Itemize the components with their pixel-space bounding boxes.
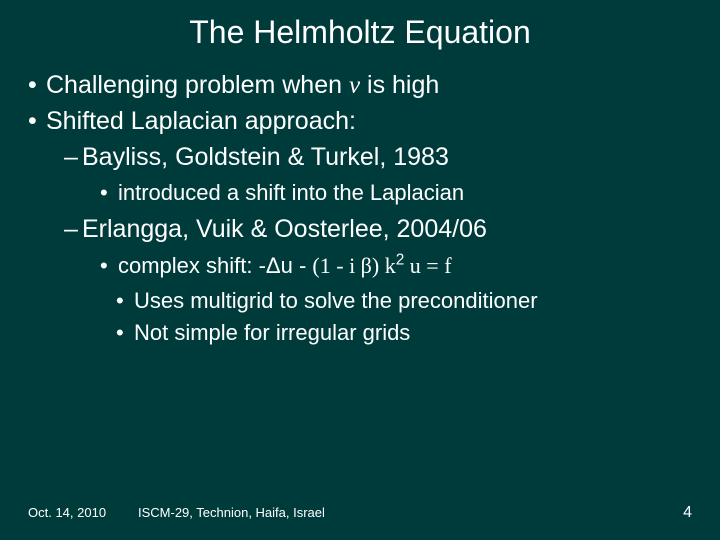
dash-icon: – bbox=[64, 213, 82, 247]
bullet-dot-icon: • bbox=[116, 318, 134, 349]
bullet-2-2-1: •complex shift: -Δu - (1 - i β) k2 u = f bbox=[28, 251, 700, 282]
bullet-2-1-1: •introduced a shift into the Laplacian bbox=[28, 178, 700, 209]
eq-k: k bbox=[379, 253, 396, 278]
bullet-dot-icon: • bbox=[28, 105, 46, 139]
bullet-2-2-2: •Uses multigrid to solve the preconditio… bbox=[28, 286, 700, 317]
eq-sup: 2 bbox=[396, 251, 405, 268]
dash-icon: – bbox=[64, 141, 82, 175]
bullet-2-1: –Bayliss, Goldstein & Turkel, 1983 bbox=[28, 141, 700, 175]
bullet-2-2-3: •Not simple for irregular grids bbox=[28, 318, 700, 349]
bullet-2-2-text: Erlangga, Vuik & Oosterlee, 2004/06 bbox=[82, 215, 487, 243]
bullet-1: •Challenging problem when ν is high bbox=[28, 69, 700, 103]
bullet-1-tail: is high bbox=[360, 71, 439, 99]
bullet-2-1-text: Bayliss, Goldstein & Turkel, 1983 bbox=[82, 143, 449, 171]
footer-date: Oct. 14, 2010 bbox=[28, 505, 138, 520]
slide-title: The Helmholtz Equation bbox=[0, 0, 720, 69]
bullet-2-text: Shifted Laplacian approach: bbox=[46, 107, 356, 135]
bullet-2-1-1-text: introduced a shift into the Laplacian bbox=[118, 180, 464, 205]
bullet-dot-icon: • bbox=[28, 69, 46, 103]
eq-paren: (1 - i β) bbox=[312, 253, 379, 278]
bullet-2: •Shifted Laplacian approach: bbox=[28, 105, 700, 139]
bullet-2-2-3-text: Not simple for irregular grids bbox=[134, 320, 410, 345]
bullet-1-var: ν bbox=[349, 72, 360, 99]
bullet-2-2: –Erlangga, Vuik & Oosterlee, 2004/06 bbox=[28, 213, 700, 247]
eq-tail: u = f bbox=[404, 253, 451, 278]
footer-page-number: 4 bbox=[662, 504, 692, 522]
footer: Oct. 14, 2010 ISCM-29, Technion, Haifa, … bbox=[0, 504, 720, 522]
bullet-dot-icon: • bbox=[116, 286, 134, 317]
bullet-2-2-2-text: Uses multigrid to solve the precondition… bbox=[134, 288, 538, 313]
footer-venue: ISCM-29, Technion, Haifa, Israel bbox=[138, 505, 662, 520]
bullet-1-text: Challenging problem when bbox=[46, 71, 349, 99]
slide-body: •Challenging problem when ν is high •Shi… bbox=[0, 69, 720, 349]
bullet-dot-icon: • bbox=[100, 251, 118, 282]
bullet-dot-icon: • bbox=[100, 178, 118, 209]
eq-pre: complex shift: -Δu - bbox=[118, 253, 312, 278]
